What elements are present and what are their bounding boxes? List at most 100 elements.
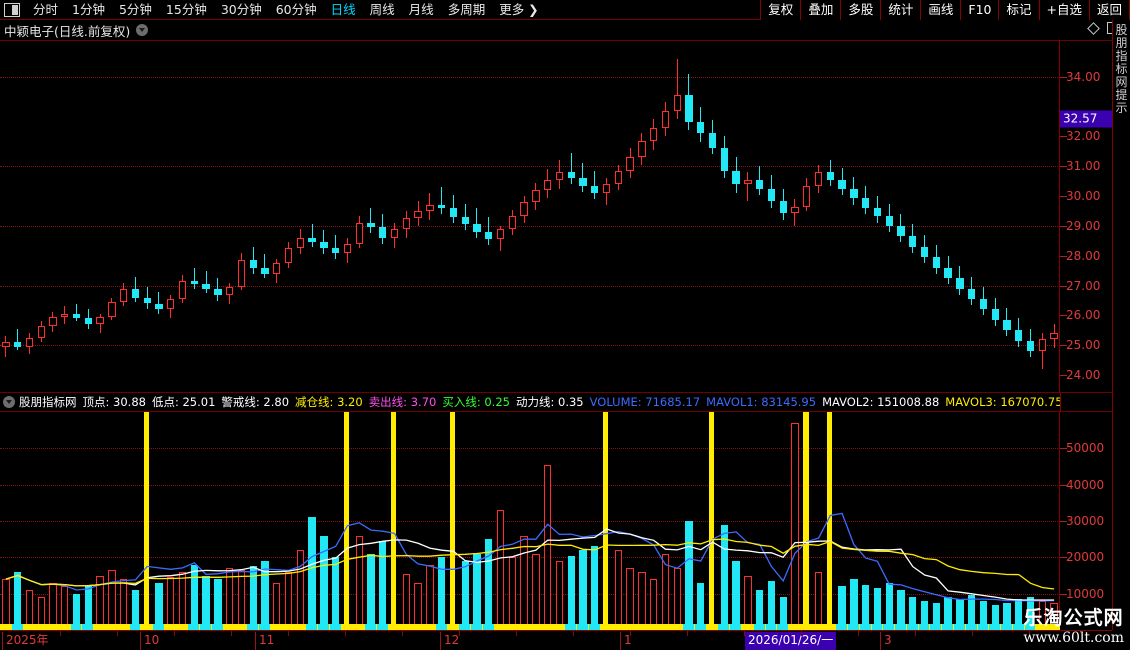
period-tab-0[interactable]: 分时 (33, 1, 59, 17)
button-tongji[interactable]: 统计 (880, 0, 922, 20)
volume-bar (885, 582, 893, 630)
candle-body (332, 248, 340, 253)
candle-body (920, 246, 929, 258)
price-axis-label: 26.00 (1066, 308, 1101, 323)
button-diejia[interactable]: 叠加 (800, 0, 842, 20)
candle-body (37, 325, 45, 338)
candle-body (214, 288, 222, 295)
volume-ma-line-10 (5, 528, 1055, 601)
candlestick (685, 41, 693, 392)
candle-body (944, 267, 952, 279)
volume-bar (567, 555, 575, 630)
date-axis-minor-tick (915, 631, 916, 636)
candlestick (320, 41, 328, 392)
candlestick (1003, 41, 1011, 392)
candle-body (897, 225, 905, 237)
ribbon-cell (259, 624, 270, 631)
period-tab-2[interactable]: 5分钟 (118, 1, 152, 17)
volume-axis-label: 10000 (1066, 586, 1105, 601)
price-gridline (0, 225, 1059, 227)
candlestick (850, 41, 858, 392)
period-tab-4[interactable]: 30分钟 (220, 1, 262, 17)
button-huaxian[interactable]: 画线 (920, 0, 962, 20)
period-tab-more[interactable]: 更多 ❯ (499, 1, 539, 17)
volume-chart[interactable] (0, 412, 1060, 630)
candle-body (968, 288, 976, 300)
date-axis-label: 10 (140, 632, 159, 650)
diamond-icon[interactable] (1087, 21, 1100, 35)
button-f10[interactable]: F10 (960, 0, 1000, 20)
period-tab-daily[interactable]: 日线 (330, 1, 356, 17)
volume-bar (202, 575, 210, 630)
candle-body (567, 172, 575, 179)
button-fuquan[interactable]: 复权 (760, 0, 802, 20)
candlestick (979, 41, 988, 392)
period-tab-7[interactable]: 周线 (369, 1, 395, 17)
price-gridline (0, 345, 1059, 347)
candle-body (979, 299, 988, 310)
candlestick (697, 41, 705, 392)
period-tab-9[interactable]: 多周期 (447, 1, 486, 17)
candlestick (1026, 41, 1035, 392)
ribbon-cell (694, 624, 706, 631)
price-axis-label: 34.00 (1066, 69, 1101, 84)
chevron-down-circle-icon[interactable] (3, 396, 15, 408)
candle-body (862, 197, 870, 209)
candle-body (591, 185, 599, 194)
ribbon-cell (989, 624, 1001, 631)
volume-bar (968, 595, 976, 630)
candlestick (2, 41, 10, 392)
volume-axis-tick-mark (1060, 593, 1067, 595)
period-tab-3[interactable]: 15分钟 (165, 1, 207, 17)
candlestick (555, 41, 564, 392)
volume-bar (897, 590, 905, 630)
volume-bar (131, 590, 140, 630)
ribbon-cell (1036, 624, 1048, 631)
ribbon-cell (895, 624, 906, 631)
panel-icon[interactable] (4, 2, 20, 17)
price-axis-label: 27.00 (1066, 278, 1101, 293)
candle-body (273, 263, 281, 274)
price-chart[interactable] (0, 40, 1060, 392)
candle-body (508, 215, 516, 229)
ribbon-cell (0, 624, 11, 631)
candle-body (602, 184, 611, 194)
period-tab-1[interactable]: 1分钟 (72, 1, 105, 17)
volume-bar (991, 604, 999, 630)
ribbon-cell (683, 624, 694, 631)
candle-wick (335, 234, 337, 259)
ribbon-cell (129, 624, 141, 631)
candle-body (685, 94, 693, 122)
indicator-field-mavol2: MAVOL2: 151008.88 (822, 395, 940, 409)
volume-bar (332, 557, 340, 630)
button-duogu[interactable]: 多股 (840, 0, 882, 20)
candle-wick (370, 208, 372, 234)
ribbon-cell (965, 624, 977, 631)
ribbon-cell (742, 624, 753, 631)
ribbon-cell (1012, 624, 1024, 631)
volume-bar (979, 600, 988, 630)
volume-axis-label: 30000 (1066, 514, 1105, 528)
candle-wick (488, 217, 490, 246)
candlestick (37, 41, 45, 392)
volume-gridline (0, 484, 1059, 486)
volume-ma-lines (5, 512, 1055, 602)
candlestick (838, 41, 846, 392)
price-axis-label: 30.00 (1066, 189, 1101, 204)
period-tab-8[interactable]: 月线 (408, 1, 434, 17)
candlestick (473, 41, 481, 392)
chevron-down-icon[interactable] (136, 24, 149, 36)
candlestick (379, 41, 387, 392)
indicator-info-bar[interactable]: 股朋指标网 顶点: 30.88 低点: 25.01 警戒线: 2.80 减仓线: 3.2… (0, 392, 1060, 412)
ribbon-cell (153, 624, 164, 631)
button-add-favorite[interactable]: +自选 (1038, 0, 1090, 20)
period-tab-5[interactable]: 60分钟 (275, 1, 317, 17)
toolbar-actions: 复权 叠加 多股 统计 画线 F10 标记 +自选 返回 (760, 0, 1130, 20)
button-back[interactable]: 返回 (1088, 0, 1130, 20)
candlestick (402, 41, 410, 392)
date-axis-minor-tick (60, 631, 61, 636)
volume-bar (720, 524, 728, 630)
price-axis-label: 24.00 (1066, 368, 1101, 383)
ribbon-cell (482, 624, 494, 631)
button-biaoji[interactable]: 标记 (998, 0, 1040, 20)
